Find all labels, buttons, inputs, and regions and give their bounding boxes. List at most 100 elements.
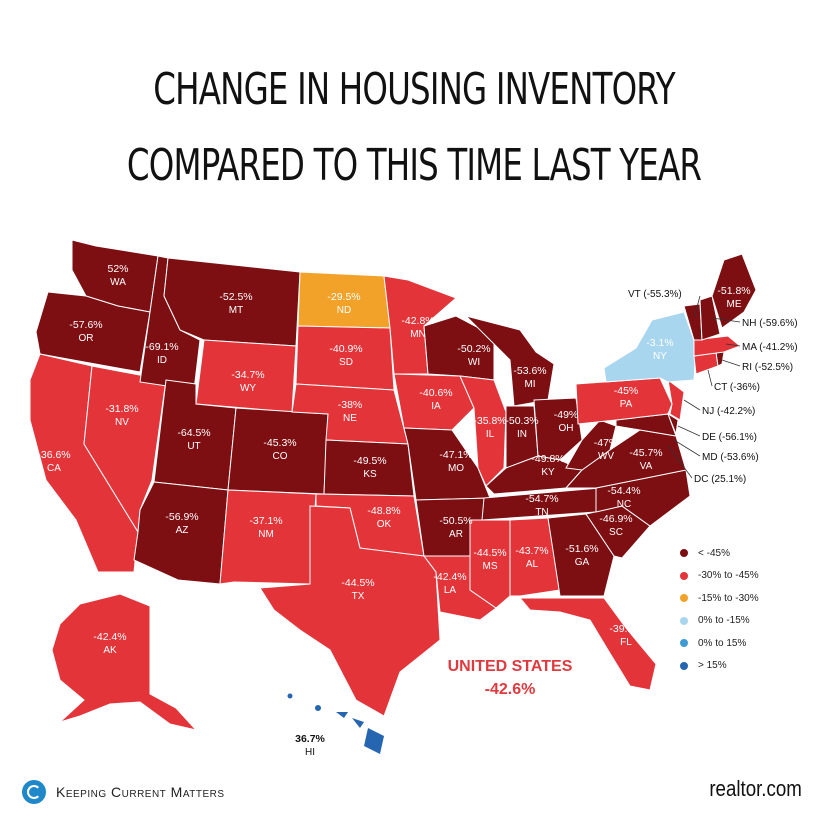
state-label-ak: -42.4% AK — [93, 631, 126, 656]
legend-label: 0% to 15% — [698, 637, 747, 649]
legend-swatch — [680, 639, 688, 648]
state-value: -48.8% — [367, 505, 400, 517]
state-value: -29.5% — [327, 291, 360, 303]
state-label-mo: -47.1% MO — [439, 449, 472, 474]
state-shape-oh — [533, 397, 583, 461]
state-shape-al — [509, 517, 561, 597]
state-abbr: NE — [343, 413, 357, 424]
state-shape-va — [564, 429, 687, 489]
state-label-tx: -44.5% TX — [341, 577, 374, 602]
legend-swatch — [680, 549, 688, 558]
state-abbr: AZ — [176, 525, 189, 536]
state-value: -34.7% — [231, 369, 264, 381]
footer-brand-text: Keeping Current Matters — [56, 784, 225, 800]
state-value: -39.2% — [609, 623, 642, 635]
state-label-sd: -40.9% SD — [329, 343, 362, 368]
state-label-wa: 52% WA — [107, 263, 128, 288]
state-abbr: TX — [352, 591, 365, 602]
state-value: 52% — [107, 263, 128, 275]
state-label-tn: -54.7% TN — [525, 493, 558, 518]
state-value: -44.5% — [473, 547, 506, 559]
state-abbr: PA — [620, 399, 633, 410]
callout-ma: MA (-41.2%) — [742, 342, 798, 353]
state-abbr: MI — [524, 379, 535, 390]
state-label-wv: -47% WV — [594, 437, 619, 462]
state-value: -54.4% — [607, 485, 640, 497]
state-value: -42.4% — [93, 631, 126, 643]
state-abbr: NC — [617, 499, 631, 510]
footer-brand: Keeping Current Matters — [22, 780, 225, 804]
state-abbr: IN — [517, 429, 527, 440]
state-value: -64.5% — [177, 427, 210, 439]
state-abbr: CO — [273, 451, 288, 462]
state-label-id: -69.1% ID — [145, 341, 178, 366]
legend-swatch — [680, 594, 688, 603]
state-value: -54.7% — [525, 493, 558, 505]
state-label-hi: 36.7% HI — [295, 733, 325, 758]
state-label-ne: -38% NE — [338, 399, 363, 424]
callout-nh: NH (-59.6%) — [742, 318, 798, 329]
state-label-mi: -53.6% MI — [513, 365, 546, 390]
state-abbr: SD — [339, 357, 353, 368]
state-label-ny: -3.1% NY — [646, 337, 673, 362]
state-abbr: CA — [47, 463, 61, 474]
state-abbr: WA — [110, 277, 126, 288]
state-label-nv: -31.8% NV — [105, 403, 138, 428]
kcm-logo-icon — [22, 780, 46, 804]
state-value: -56.9% — [165, 511, 198, 523]
state-abbr: IL — [486, 429, 495, 440]
state-label-oh: -49% OH — [554, 409, 579, 434]
state-label-ks: -49.5% KS — [353, 455, 386, 480]
state-shape-ak — [51, 593, 198, 731]
state-abbr: WY — [240, 383, 256, 394]
state-label-ar: -50.5% AR — [439, 515, 472, 540]
state-label-nc: -54.4% NC — [607, 485, 640, 510]
state-value: -46.9% — [599, 513, 632, 525]
state-shape-ms — [469, 519, 511, 609]
state-value: -45.3% — [263, 437, 296, 449]
us-summary: UNITED STATES -42.6% — [430, 655, 590, 701]
state-value: -45.7% — [629, 447, 662, 459]
state-label-ut: -64.5% UT — [177, 427, 210, 452]
state-value: -40.9% — [329, 343, 362, 355]
legend-swatch — [680, 571, 688, 580]
state-label-la: -42.4% LA — [433, 571, 466, 596]
callout-nj: NJ (-42.2%) — [702, 406, 755, 417]
state-shape-mi — [464, 315, 555, 407]
state-label-co: -45.3% CO — [263, 437, 296, 462]
state-abbr: TN — [535, 507, 548, 518]
state-label-ky: -49.8% KY — [531, 453, 564, 478]
state-value: -50.3% — [505, 415, 538, 427]
callout-vt: VT (-55.3%) — [628, 289, 682, 300]
callout-ri: RI (-52.5%) — [742, 362, 793, 373]
state-abbr: ME — [727, 299, 742, 310]
legend-item: > 15% — [680, 655, 759, 678]
legend-label: < -45% — [698, 547, 730, 559]
state-label-va: -45.7% VA — [629, 447, 662, 472]
state-shape-ri — [715, 351, 725, 367]
state-value: -51.8% — [717, 285, 750, 297]
state-value: -35.8% — [473, 415, 506, 427]
state-value: -69.1% — [145, 341, 178, 353]
state-label-ga: -51.6% GA — [565, 543, 598, 568]
state-value: -3.1% — [646, 337, 673, 349]
callout-dc: DC (25.1%) — [694, 474, 746, 485]
state-abbr: AK — [103, 645, 117, 656]
state-abbr: IA — [431, 401, 441, 412]
legend-label: -15% to -30% — [698, 592, 759, 604]
state-abbr: KS — [363, 469, 377, 480]
state-label-fl: -39.2% FL — [609, 623, 642, 648]
legend-item: 0% to 15% — [680, 632, 759, 655]
state-label-in: -50.3% IN — [505, 415, 538, 440]
state-label-me: -51.8% ME — [717, 285, 750, 310]
state-abbr: ID — [157, 355, 167, 366]
legend-item: < -45% — [680, 542, 759, 565]
state-value: -50.5% — [439, 515, 472, 527]
state-abbr: UT — [187, 441, 200, 452]
state-abbr: WI — [468, 357, 480, 368]
state-value: -36.6% — [37, 449, 70, 461]
state-abbr: HI — [305, 747, 315, 758]
state-shape-nh — [699, 295, 721, 341]
state-value: -42.4% — [433, 571, 466, 583]
state-abbr: VA — [640, 461, 653, 472]
